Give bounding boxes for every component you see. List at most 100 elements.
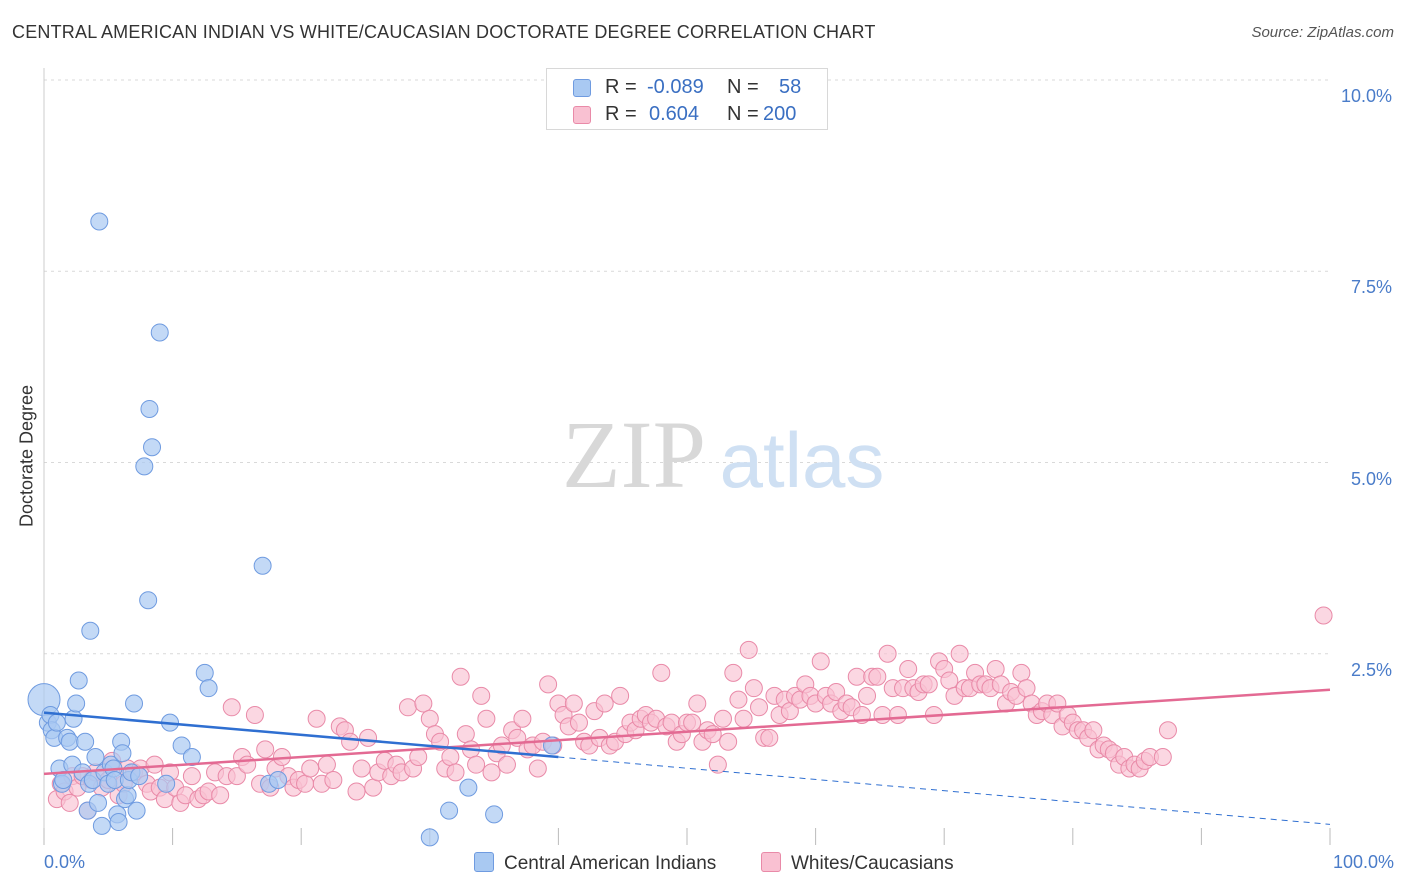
data-point-whites-caucasians bbox=[950, 644, 969, 663]
data-point-central-american-indians bbox=[127, 801, 146, 820]
data-point-whites-caucasians bbox=[899, 660, 918, 679]
data-point-whites-caucasians bbox=[734, 709, 753, 728]
data-point-central-american-indians bbox=[92, 816, 111, 835]
data-point-whites-caucasians bbox=[729, 690, 748, 709]
data-point-central-american-indians bbox=[182, 748, 201, 767]
data-point-central-american-indians bbox=[140, 399, 159, 418]
data-point-central-american-indians bbox=[440, 801, 459, 820]
legend-label: Central American Indians bbox=[504, 853, 717, 874]
data-point-whites-caucasians bbox=[986, 660, 1005, 679]
data-point-whites-caucasians bbox=[528, 759, 547, 778]
data-point-whites-caucasians bbox=[238, 755, 257, 774]
data-point-central-american-indians bbox=[60, 732, 79, 751]
data-point-central-american-indians bbox=[118, 786, 137, 805]
data-point-central-american-indians bbox=[47, 713, 66, 732]
n-value: 58 bbox=[779, 76, 802, 98]
data-point-central-american-indians bbox=[459, 778, 478, 797]
data-point-whites-caucasians bbox=[688, 694, 707, 713]
r-value: -0.089 bbox=[647, 76, 704, 98]
data-point-whites-caucasians bbox=[497, 755, 516, 774]
stats-row-pink: R = 0.604 N = 200 bbox=[547, 100, 827, 128]
data-point-whites-caucasians bbox=[296, 774, 315, 793]
legend-item-whites-caucasians[interactable]: Whites/Caucasians bbox=[761, 852, 954, 878]
data-point-whites-caucasians bbox=[652, 663, 671, 682]
pink-swatch bbox=[573, 106, 591, 124]
data-point-whites-caucasians bbox=[467, 755, 486, 774]
data-point-whites-caucasians bbox=[446, 763, 465, 782]
r-label: R = bbox=[605, 76, 637, 98]
data-point-whites-caucasians bbox=[750, 698, 769, 717]
data-point-whites-caucasians bbox=[441, 748, 460, 767]
data-point-whites-caucasians bbox=[878, 644, 897, 663]
y-tick-label: 2.5% bbox=[1350, 659, 1392, 680]
data-point-central-american-indians bbox=[130, 767, 149, 786]
data-point-whites-caucasians bbox=[683, 713, 702, 732]
data-point-central-american-indians bbox=[86, 748, 105, 767]
data-point-whites-caucasians bbox=[1153, 748, 1172, 767]
chart-title: CENTRAL AMERICAN INDIAN VS WHITE/CAUCASI… bbox=[12, 22, 876, 42]
data-point-whites-caucasians bbox=[477, 709, 496, 728]
trend-line-whites-caucasians bbox=[43, 688, 1331, 776]
data-point-whites-caucasians bbox=[145, 755, 164, 774]
data-point-whites-caucasians bbox=[245, 705, 264, 724]
data-point-whites-caucasians bbox=[472, 686, 491, 705]
trend-line-extension bbox=[558, 756, 1331, 825]
r-value: 0.604 bbox=[649, 103, 700, 125]
data-point-central-american-indians bbox=[125, 694, 144, 713]
data-point-whites-caucasians bbox=[409, 748, 428, 767]
data-point-central-american-indians bbox=[485, 805, 504, 824]
data-point-whites-caucasians bbox=[595, 694, 614, 713]
data-point-whites-caucasians bbox=[182, 767, 201, 786]
data-point-central-american-indians bbox=[64, 709, 83, 728]
series-central-american-indians-points bbox=[27, 212, 561, 847]
data-point-whites-caucasians bbox=[211, 786, 230, 805]
y-axis-label: Doctorate Degree bbox=[16, 384, 37, 528]
r-label: R = bbox=[605, 103, 637, 125]
data-point-whites-caucasians bbox=[1314, 606, 1333, 625]
data-point-central-american-indians bbox=[135, 457, 154, 476]
data-point-whites-caucasians bbox=[847, 667, 866, 686]
legend-item-central-american-indians[interactable]: Central American Indians bbox=[474, 852, 716, 878]
stats-legend: R = -0.089 N = 58 R = 0.604 N = 200 bbox=[546, 68, 828, 130]
data-point-whites-caucasians bbox=[564, 694, 583, 713]
series-whites-caucasians-points bbox=[47, 606, 1333, 820]
data-point-central-american-indians bbox=[199, 679, 218, 698]
data-point-central-american-indians bbox=[89, 793, 108, 812]
data-point-whites-caucasians bbox=[919, 675, 938, 694]
data-point-whites-caucasians bbox=[888, 705, 907, 724]
data-point-whites-caucasians bbox=[1017, 679, 1036, 698]
data-point-whites-caucasians bbox=[1012, 663, 1031, 682]
data-point-central-american-indians bbox=[157, 774, 176, 793]
data-point-central-american-indians bbox=[253, 556, 272, 575]
data-point-central-american-indians bbox=[420, 828, 439, 847]
data-point-whites-caucasians bbox=[868, 667, 887, 686]
data-point-central-american-indians bbox=[109, 813, 128, 832]
data-point-whites-caucasians bbox=[1158, 721, 1177, 740]
data-point-whites-caucasians bbox=[307, 709, 326, 728]
data-point-central-american-indians bbox=[143, 438, 162, 457]
data-point-whites-caucasians bbox=[611, 686, 630, 705]
stats-row-blue: R = -0.089 N = 58 bbox=[547, 73, 827, 101]
data-point-whites-caucasians bbox=[827, 683, 846, 701]
data-point-whites-caucasians bbox=[301, 759, 320, 778]
trend-lines bbox=[43, 688, 1331, 825]
data-point-whites-caucasians bbox=[858, 686, 877, 705]
data-point-central-american-indians bbox=[150, 323, 169, 342]
data-point-whites-caucasians bbox=[222, 698, 241, 717]
data-point-whites-caucasians bbox=[714, 709, 733, 728]
data-point-whites-caucasians bbox=[513, 709, 532, 728]
y-tick-label: 5.0% bbox=[1350, 468, 1392, 489]
data-point-whites-caucasians bbox=[760, 728, 779, 747]
data-point-central-american-indians bbox=[195, 663, 214, 682]
data-point-whites-caucasians bbox=[352, 759, 371, 778]
data-point-central-american-indians bbox=[69, 671, 88, 690]
data-point-whites-caucasians bbox=[703, 725, 722, 744]
n-value: 200 bbox=[763, 103, 797, 125]
watermark-atlas: atlas bbox=[720, 416, 885, 504]
data-point-whites-caucasians bbox=[744, 679, 763, 698]
y-tick-label: 7.5% bbox=[1350, 277, 1392, 298]
data-point-central-american-indians bbox=[67, 694, 86, 713]
data-point-whites-caucasians bbox=[482, 763, 501, 782]
data-point-central-american-indians bbox=[139, 591, 158, 610]
